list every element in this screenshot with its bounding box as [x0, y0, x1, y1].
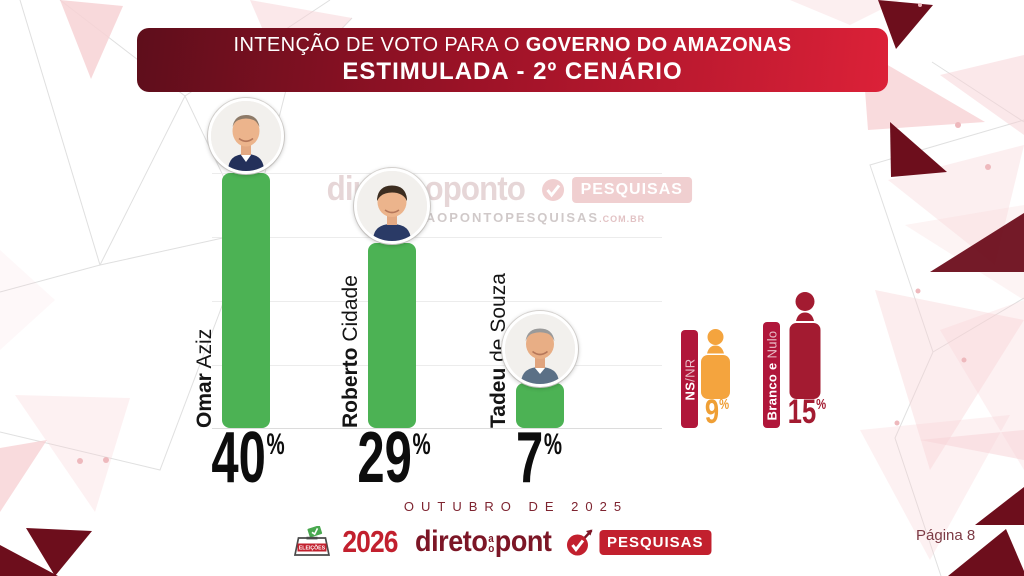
- gridline-20: [212, 301, 662, 302]
- title-line1-bold: GOVERNO DO AMAZONAS: [525, 34, 792, 56]
- person-figure-ns-nr: [701, 329, 730, 399]
- value-roberto-cidade: 29%: [357, 418, 431, 498]
- bar-tadeu-de-souza: [516, 383, 564, 428]
- label-roberto-cidade: Roberto Cidade: [339, 275, 362, 428]
- watermark-check-icon: [541, 178, 564, 201]
- axis-baseline: [212, 428, 662, 429]
- title-banner: INTENÇÃO DE VOTO PARA O GOVERNO DO AMAZO…: [137, 28, 888, 92]
- avatar-roberto-cidade: [354, 168, 430, 244]
- logo-year: 2026: [342, 524, 398, 559]
- gridline-40: [212, 173, 662, 174]
- label-omar-aziz: Omar Aziz: [193, 328, 216, 428]
- gridline-10: [212, 365, 662, 366]
- watermark-badge: PESQUISAS: [571, 176, 692, 203]
- title-line1-regular: INTENÇÃO DE VOTO PARA O: [233, 34, 526, 56]
- value-ns-nr: 9%: [704, 393, 730, 431]
- label-bar-branco-nulo: Branco e Nulo: [763, 322, 780, 428]
- logo-brand-text: direto a o pont: [415, 525, 552, 558]
- logo-badge: PESQUISAS: [598, 529, 712, 555]
- survey-date: OUTUBRO DE 2025: [403, 499, 629, 514]
- person-figure-branco-nulo: [789, 292, 821, 399]
- page-number: Página 8: [916, 527, 976, 544]
- label-bar-ns-nr: NS/NR: [681, 330, 698, 428]
- bar-roberto-cidade: [368, 243, 416, 428]
- value-omar-aziz: 40%: [211, 418, 285, 498]
- check-circle-icon: [566, 529, 592, 556]
- bar-omar-aziz: [222, 173, 270, 428]
- value-branco-nulo: 15%: [787, 393, 827, 431]
- title-line1: INTENÇÃO DE VOTO PARA O GOVERNO DO AMAZO…: [233, 34, 791, 57]
- ballot-box-icon: ELEIÇÕES: [293, 526, 331, 556]
- gridline-30: [212, 237, 662, 238]
- value-tadeu-de-souza: 7%: [515, 418, 563, 498]
- brand-logo: ELEIÇÕES 2026 direto a o pont PESQUISAS: [292, 524, 712, 560]
- svg-text:ELEIÇÕES: ELEIÇÕES: [299, 545, 326, 552]
- title-line2: ESTIMULADA - 2º CENÁRIO: [342, 58, 683, 85]
- avatar-tadeu-de-souza: [502, 311, 578, 387]
- avatar-omar-aziz: [208, 98, 284, 174]
